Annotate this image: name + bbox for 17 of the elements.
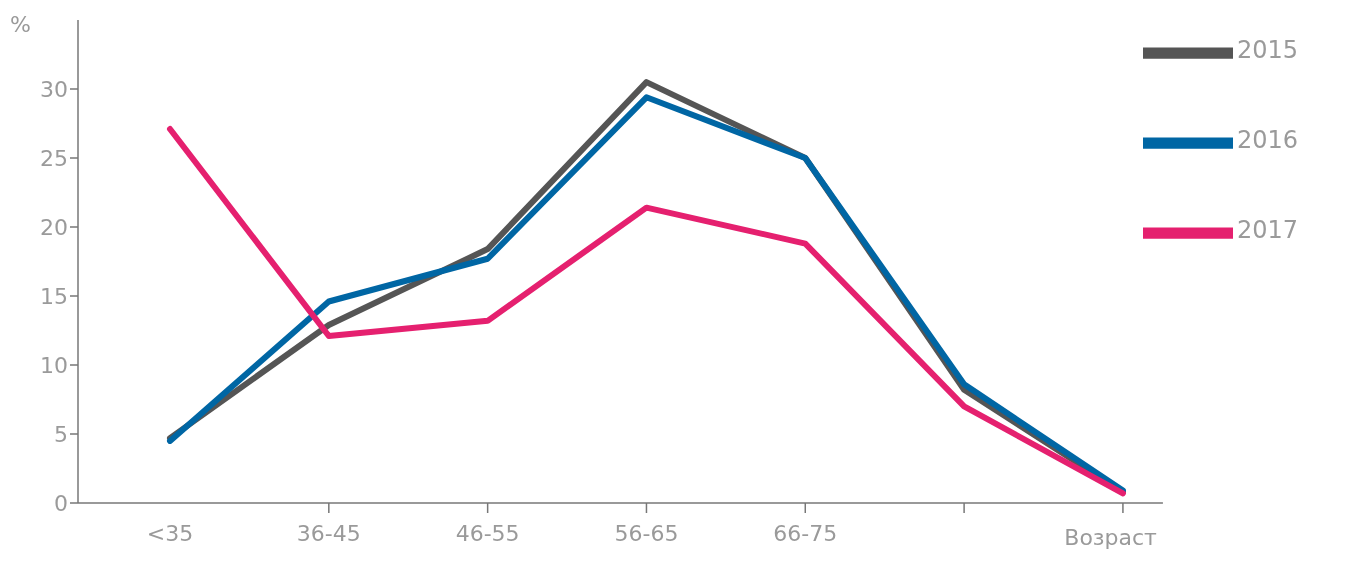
y-tick-label: 15 [40,283,68,309]
x-axis-title: Возраст [1064,525,1158,550]
y-tick-label: 5 [54,421,68,447]
x-tick-label: 56-65 [614,521,679,546]
legend-label: 2016 [1236,125,1298,154]
y-tick-label: 25 [40,145,68,171]
x-tick-label: 46-55 [455,521,520,546]
y-tick-label: 0 [54,490,68,516]
y-tick-label: 10 [40,352,68,378]
x-tick-label: <35 [146,521,194,546]
legend-label: 2017 [1236,215,1298,244]
y-tick-label: 20 [40,214,68,240]
x-tick-label: 66-75 [773,521,838,546]
x-tick-label: 36-45 [296,521,361,546]
legend-label: 2015 [1236,35,1298,64]
y-tick-label: 30 [40,76,68,102]
y-axis-title: % [10,11,31,37]
